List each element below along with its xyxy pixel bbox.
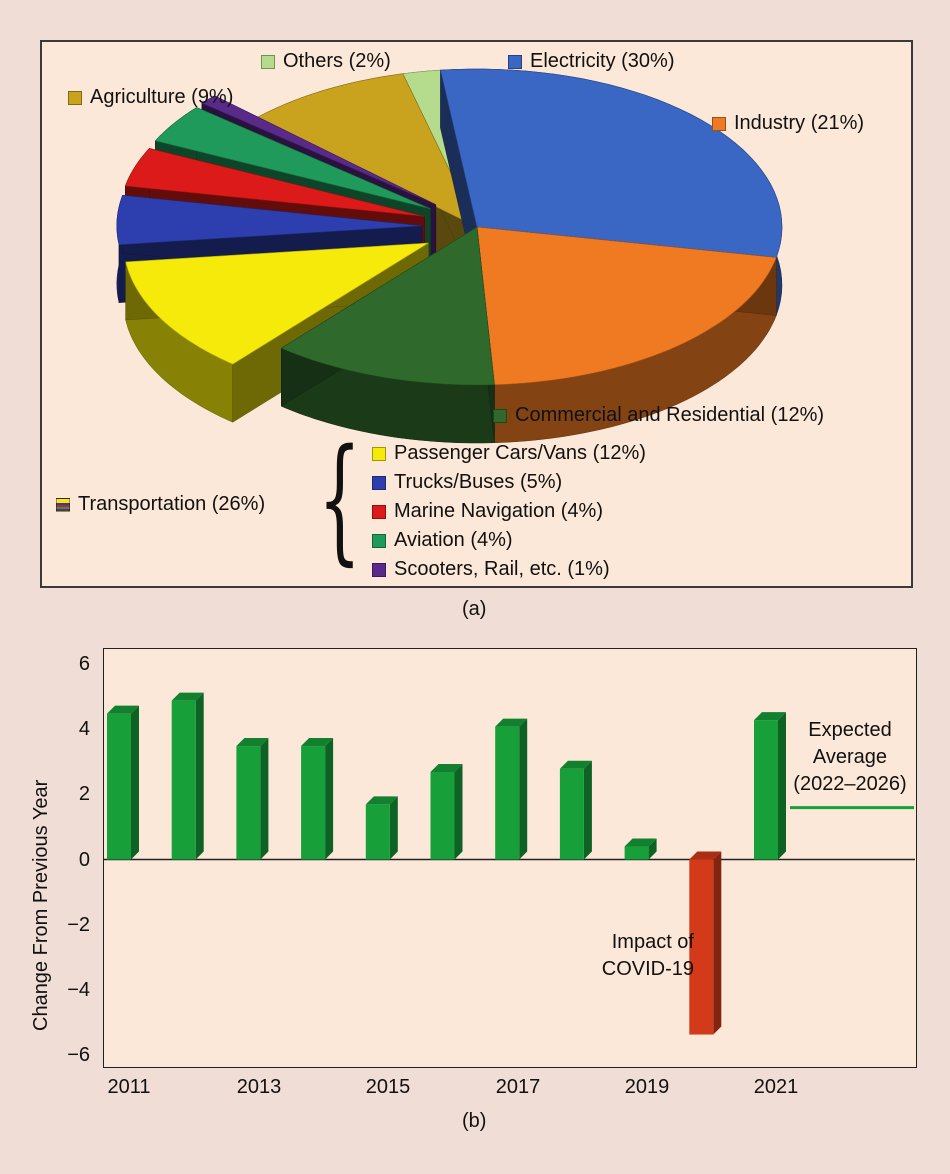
y-tick-label: 0 xyxy=(78,849,90,871)
covid-line-1: Impact of xyxy=(611,931,694,953)
legend-agriculture-label: Agriculture (9%) xyxy=(90,86,234,108)
covid-annotation: Impact of COVID-19 xyxy=(574,929,694,983)
swatch-commercial xyxy=(493,408,507,423)
y-tick-label: −4 xyxy=(67,979,90,1001)
y-tick-label: −2 xyxy=(67,914,90,936)
legend-industry-label: Industry (21%) xyxy=(734,112,865,134)
bar-2019 xyxy=(624,838,657,860)
x-tick-label: 2021 xyxy=(753,1076,799,1098)
x-tick-label: 2019 xyxy=(624,1076,670,1098)
legend-trucks: Trucks/Buses (5%) xyxy=(372,471,562,494)
legend-transportation-label: Transportation (26%) xyxy=(78,493,266,515)
legend-aviation-label: Aviation (4%) xyxy=(394,529,513,551)
swatch-others xyxy=(261,54,275,69)
bar-2016 xyxy=(430,763,463,860)
covid-line-2: COVID-19 xyxy=(601,958,694,980)
expected-line-3: (2022–2026) xyxy=(793,773,907,795)
bar-2014 xyxy=(301,738,334,860)
swatch-aviation xyxy=(372,533,386,548)
legend-transportation: Transportation (26%) xyxy=(56,493,265,516)
swatch-transportation xyxy=(56,497,70,512)
legend-scooters-label: Scooters, Rail, etc. (1%) xyxy=(394,558,610,580)
expected-average-label: Expected Average (2022–2026) xyxy=(788,717,912,798)
y-tick-label: −6 xyxy=(67,1044,90,1066)
bar-2020 xyxy=(689,851,722,1035)
swatch-scooters xyxy=(372,562,386,577)
x-tick-label: 2015 xyxy=(365,1076,411,1098)
legend-passenger: Passenger Cars/Vans (12%) xyxy=(372,442,646,465)
legend-electricity: Electricity (30%) xyxy=(508,50,674,73)
pie-chart-panel: Others (2%) Electricity (30%) Agricultur… xyxy=(40,40,913,588)
transportation-brace: { xyxy=(318,421,362,579)
caption-a: (a) xyxy=(462,598,487,620)
pie-chart xyxy=(116,68,783,444)
legend-scooters: Scooters, Rail, etc. (1%) xyxy=(372,558,610,581)
bar-2018 xyxy=(559,760,592,860)
bar-2015 xyxy=(365,796,398,860)
legend-commercial: Commercial and Residential (12%) xyxy=(493,404,824,427)
pie-slice-commercial-and-residential xyxy=(280,226,495,444)
caption-b: (b) xyxy=(462,1110,487,1132)
swatch-trucks xyxy=(372,475,386,490)
y-tick-label: 6 xyxy=(78,653,90,675)
legend-marine: Marine Navigation (4%) xyxy=(372,500,603,523)
bar-2021 xyxy=(754,712,786,860)
legend-electricity-label: Electricity (30%) xyxy=(530,50,675,72)
swatch-industry xyxy=(712,116,726,131)
legend-others: Others (2%) xyxy=(261,50,391,73)
legend-others-label: Others (2%) xyxy=(283,50,391,72)
legend-passenger-label: Passenger Cars/Vans (12%) xyxy=(394,442,646,464)
bar-chart xyxy=(104,692,915,1035)
bar-chart-panel: Expected Average (2022–2026) Impact of C… xyxy=(103,648,917,1068)
legend-aviation: Aviation (4%) xyxy=(372,529,513,552)
swatch-agriculture xyxy=(68,90,82,105)
y-tick-label: 2 xyxy=(78,783,90,805)
x-tick-label: 2017 xyxy=(495,1076,541,1098)
expected-line-2: Average xyxy=(812,746,888,768)
swatch-passenger xyxy=(372,446,386,461)
bar-2012 xyxy=(171,692,204,860)
legend-commercial-label: Commercial and Residential (12%) xyxy=(515,404,825,426)
legend-agriculture: Agriculture (9%) xyxy=(68,86,233,109)
swatch-electricity xyxy=(508,54,522,69)
expected-line-1: Expected xyxy=(808,719,892,741)
bar-2017 xyxy=(495,718,528,860)
swatch-marine xyxy=(372,504,386,519)
bar-2013 xyxy=(236,738,269,860)
bar-2011 xyxy=(107,705,139,860)
legend-industry: Industry (21%) xyxy=(712,112,864,135)
x-tick-label: 2013 xyxy=(236,1076,282,1098)
legend-trucks-label: Trucks/Buses (5%) xyxy=(394,471,563,493)
x-tick-label: 2011 xyxy=(107,1076,151,1098)
y-tick-label: 4 xyxy=(78,718,90,740)
legend-marine-label: Marine Navigation (4%) xyxy=(394,500,603,522)
